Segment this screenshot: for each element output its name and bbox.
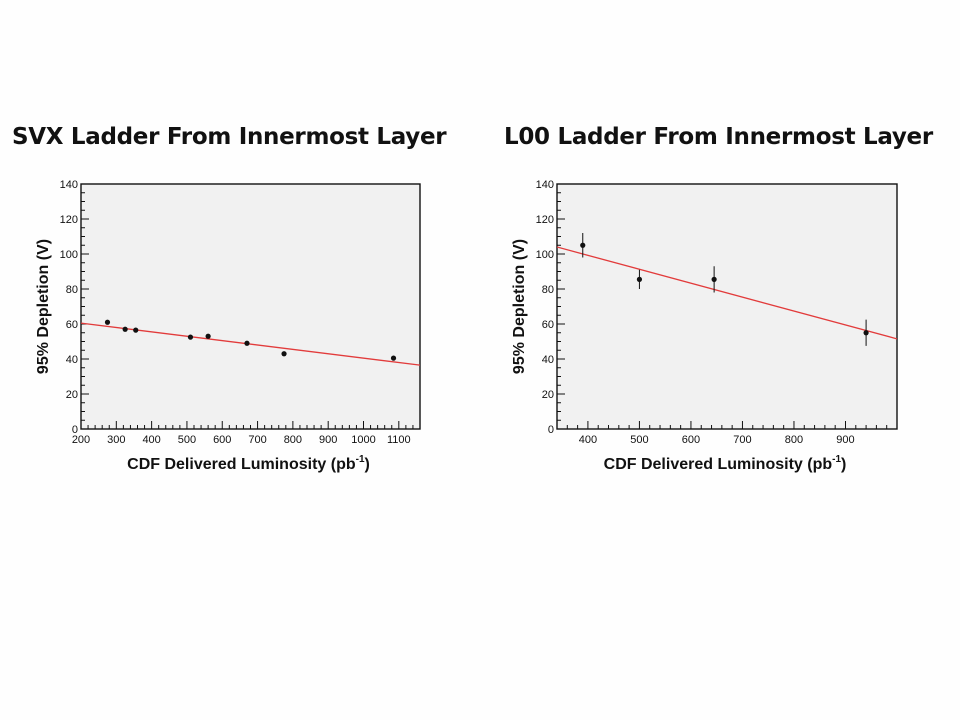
data-point (187, 334, 194, 340)
data-point (636, 276, 643, 282)
l00-chart-panel: L00 Ladder From Innermost Layer 0 20 40 60 8… (480, 0, 960, 720)
y-tick-label: 80 (66, 284, 78, 296)
svx-scatter-plot: 0 20 40 60 80 100 120 140 200 300 400 500 600 700 800 9… (35, 179, 421, 473)
y-tick-label: 60 (542, 319, 554, 331)
chart-title: L00 Ladder From Innermost Layer (504, 124, 933, 150)
x-tick-label: 500 (630, 434, 648, 446)
x-tick-label: 500 (178, 434, 196, 446)
y-tick-label: 40 (66, 354, 78, 366)
data-point (580, 242, 586, 248)
y-axis-label: 95% Depletion (V) (511, 239, 528, 374)
chart-title: SVX Ladder From Innermost Layer (12, 124, 447, 150)
x-tick-label: 600 (682, 434, 700, 446)
y-axis-label: 95% Depletion (V) (35, 239, 52, 374)
data-point (244, 340, 250, 346)
x-tick-label: 900 (319, 434, 337, 446)
data-point (711, 276, 717, 282)
y-tick-label: 100 (60, 249, 78, 261)
y-tick-label: 120 (536, 214, 554, 226)
y-tick-label: 20 (542, 389, 554, 401)
data-point (133, 327, 139, 333)
data-point (390, 355, 397, 361)
plot-frame (556, 183, 898, 430)
y-tick-label: 0 (72, 424, 78, 436)
x-tick-label: 900 (836, 434, 854, 446)
data-point (122, 326, 128, 332)
l00-scatter-plot: 0 20 40 60 80 100 120 140 400 500 600 700 800 900 95% … (511, 179, 898, 473)
y-tick-label: 0 (548, 424, 554, 436)
svx-chart-panel: SVX Ladder From Innermost Layer 0 20 40 60 8… (12, 124, 447, 473)
x-axis-label: CDF Delivered Luminosity (pb-1) (127, 454, 370, 473)
x-tick-label: 800 (785, 434, 803, 446)
data-point (205, 333, 211, 339)
y-tick-label: 20 (66, 389, 78, 401)
y-tick-label: 120 (60, 214, 78, 226)
x-tick-label: 800 (284, 434, 302, 446)
x-tick-label: 200 (72, 434, 90, 446)
y-tick-label: 140 (536, 179, 554, 191)
plot-frame (80, 183, 421, 430)
x-tick-label: 1100 (387, 434, 411, 446)
x-tick-label: 400 (579, 434, 597, 446)
x-tick-label: 300 (107, 434, 125, 446)
x-tick-label: 600 (213, 434, 231, 446)
data-point (281, 351, 287, 357)
y-tick-label: 80 (542, 284, 554, 296)
x-tick-label: 700 (248, 434, 266, 446)
y-tick-label: 100 (536, 249, 554, 261)
x-tick-label: 700 (733, 434, 751, 446)
y-tick-label: 140 (60, 179, 78, 191)
y-tick-label: 40 (542, 354, 554, 366)
x-tick-label: 1000 (351, 434, 375, 446)
data-point (104, 319, 111, 325)
data-point (863, 330, 869, 336)
fit-line (557, 246, 897, 340)
x-tick-label: 400 (142, 434, 160, 446)
x-axis-label: CDF Delivered Luminosity (pb-1) (604, 454, 847, 473)
y-tick-label: 60 (66, 319, 78, 331)
